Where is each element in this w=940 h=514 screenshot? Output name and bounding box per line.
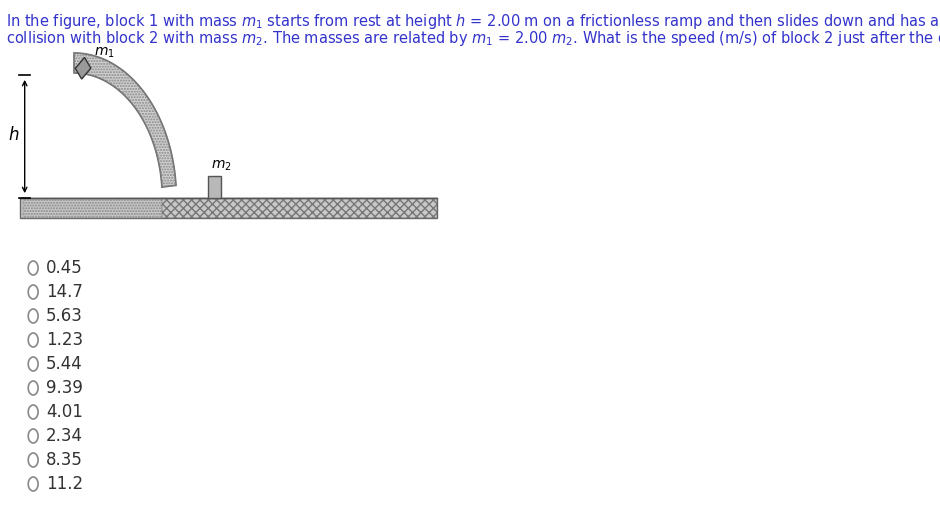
- Text: 11.2: 11.2: [46, 475, 83, 493]
- Text: 2.34: 2.34: [46, 427, 83, 445]
- Text: 9.39: 9.39: [46, 379, 83, 397]
- Text: $m_1$: $m_1$: [94, 46, 115, 60]
- Text: collision with block 2 with mass $m_2$. The masses are related by $m_1$ = 2.00 $: collision with block 2 with mass $m_2$. …: [6, 29, 940, 48]
- Polygon shape: [20, 198, 437, 218]
- Polygon shape: [74, 53, 176, 187]
- Text: 1.23: 1.23: [46, 331, 83, 349]
- Text: $m_2$: $m_2$: [211, 159, 231, 173]
- Text: $h$: $h$: [8, 126, 20, 144]
- Text: 5.44: 5.44: [46, 355, 83, 373]
- Polygon shape: [208, 176, 221, 198]
- Text: 5.63: 5.63: [46, 307, 83, 325]
- Text: 4.01: 4.01: [46, 403, 83, 421]
- Text: In the figure, block 1 with mass $m_1$ starts from rest at height $h$ = 2.00 m o: In the figure, block 1 with mass $m_1$ s…: [6, 12, 940, 31]
- Text: 0.45: 0.45: [46, 259, 83, 277]
- Text: 14.7: 14.7: [46, 283, 83, 301]
- Polygon shape: [75, 58, 91, 79]
- Text: 8.35: 8.35: [46, 451, 83, 469]
